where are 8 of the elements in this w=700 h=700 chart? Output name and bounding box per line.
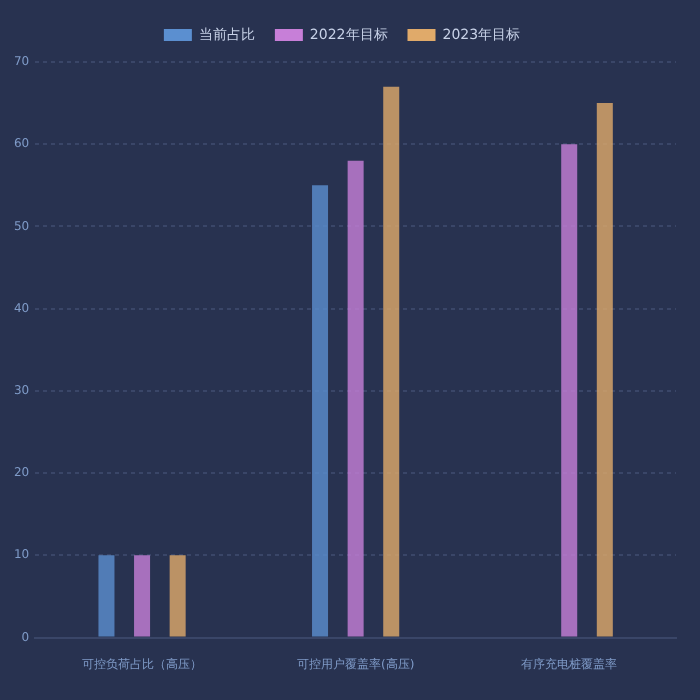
bar <box>347 160 364 637</box>
bar <box>312 185 329 637</box>
bar <box>596 103 613 637</box>
bar <box>383 86 400 637</box>
bar <box>98 555 115 637</box>
bar <box>169 555 186 637</box>
bar <box>134 555 151 637</box>
bar <box>561 144 578 637</box>
